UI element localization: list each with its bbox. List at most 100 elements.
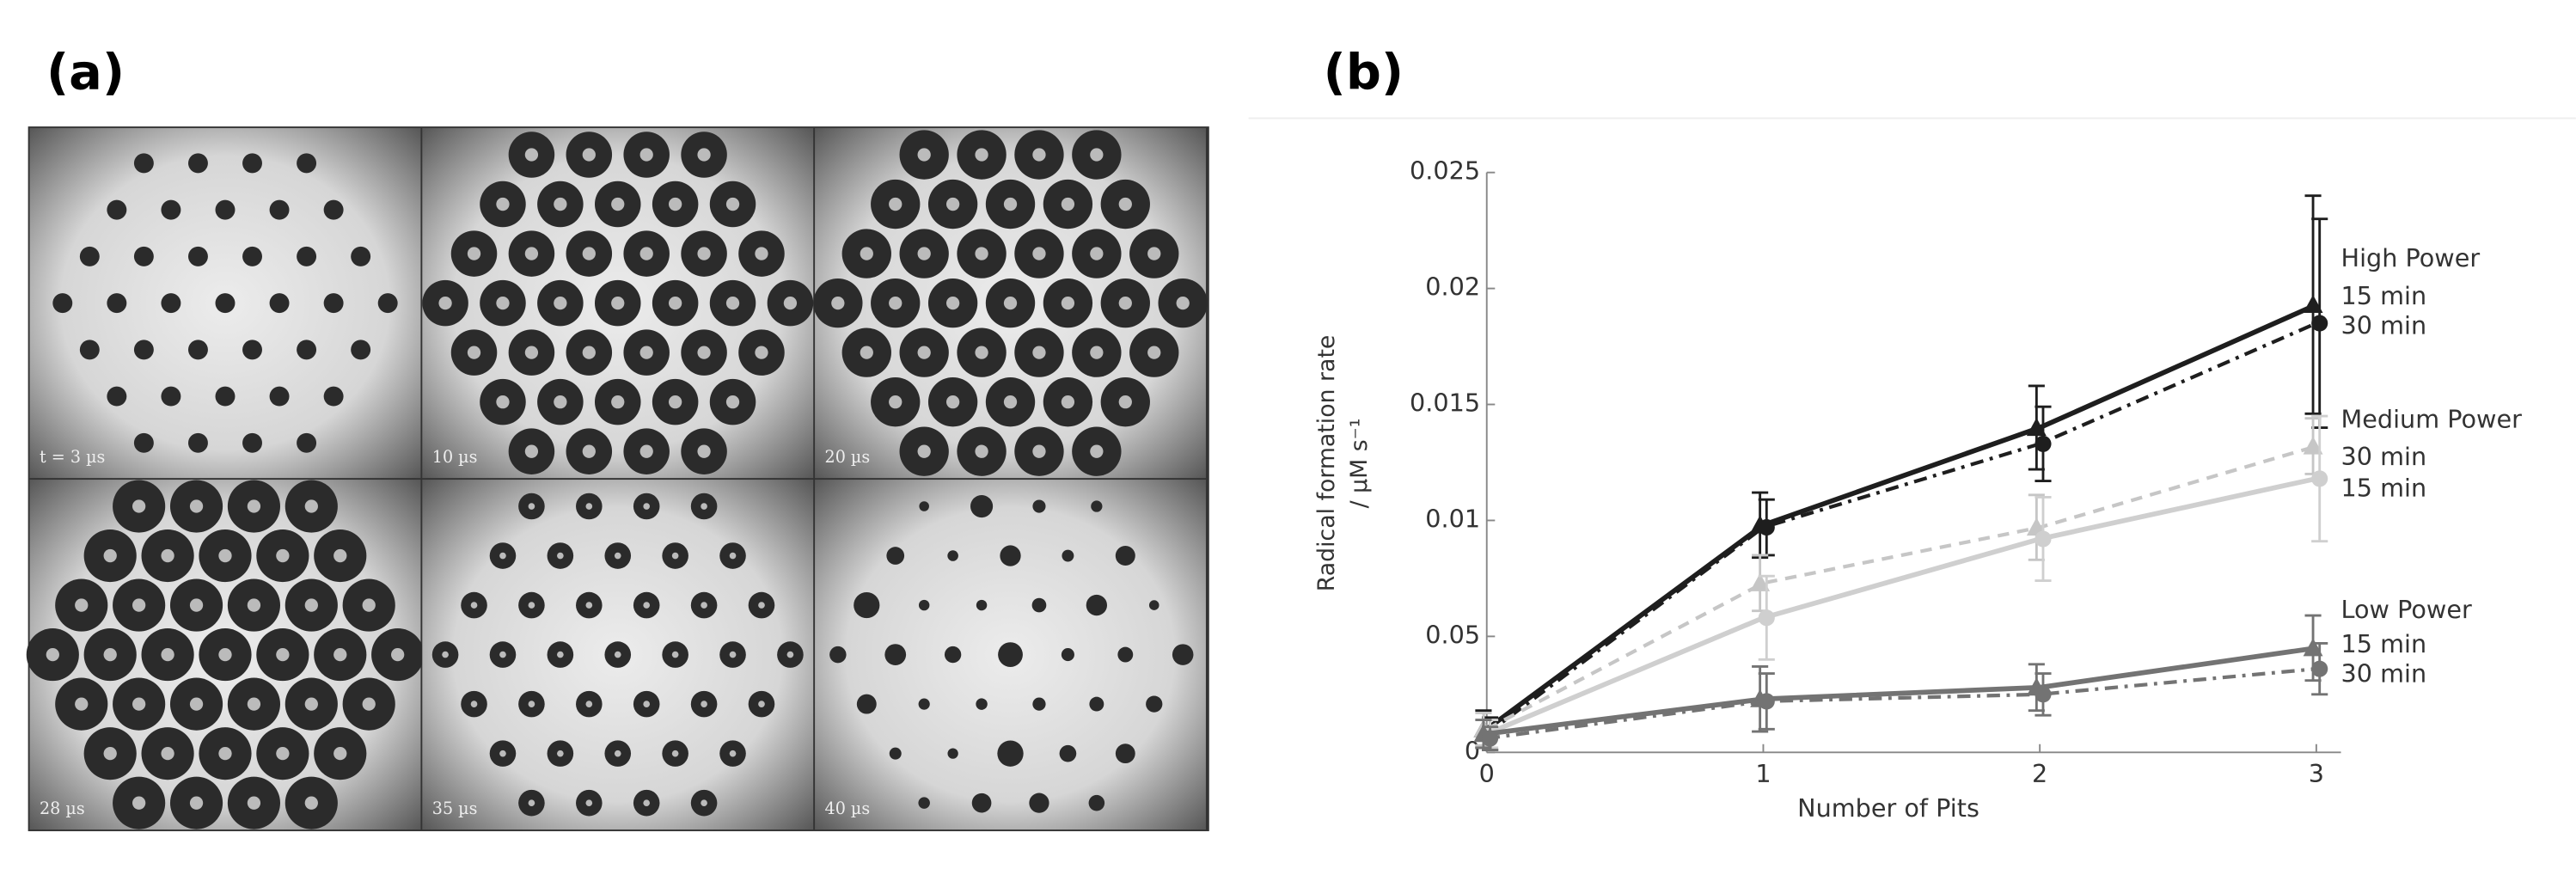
bubble xyxy=(918,797,929,808)
bubble xyxy=(1029,793,1049,813)
bubble-core xyxy=(640,148,653,161)
bubble-core xyxy=(860,247,873,260)
bubble-core xyxy=(611,395,624,408)
y-axis-label: / µM s⁻¹ xyxy=(1346,418,1373,508)
marker xyxy=(1759,519,1775,535)
bubble xyxy=(1032,598,1047,613)
marker xyxy=(2034,686,2051,702)
bubble-core xyxy=(730,652,737,658)
bubble xyxy=(134,247,154,266)
y-axis-label: Radical formation rate xyxy=(1313,335,1340,592)
bubble-core xyxy=(918,346,931,358)
bubble-core xyxy=(471,701,478,707)
bubble xyxy=(134,433,154,453)
bubble-core xyxy=(669,395,682,408)
bubble xyxy=(1062,648,1074,661)
bubble-core xyxy=(529,701,535,707)
bubble-core xyxy=(615,652,621,658)
bubble-core xyxy=(640,346,653,358)
bubble xyxy=(1149,600,1160,610)
bubble xyxy=(134,340,154,359)
bubble xyxy=(1062,550,1074,562)
bubble-core xyxy=(701,799,707,806)
bubble xyxy=(242,153,262,173)
bubble-core xyxy=(975,445,988,458)
group-label: Medium Power xyxy=(2341,404,2523,433)
bubble xyxy=(1146,695,1162,712)
bubble xyxy=(1060,745,1077,762)
y-tick-label: 0.015 xyxy=(1410,389,1480,418)
bubble xyxy=(1032,697,1045,710)
bubble-core xyxy=(1062,395,1074,408)
bubble-core xyxy=(640,247,653,260)
series-label: 30 min xyxy=(2341,442,2427,471)
bubble-core xyxy=(1147,247,1160,260)
bubble-core xyxy=(557,652,564,658)
bubble-core xyxy=(831,297,844,309)
bubble-core xyxy=(1177,297,1190,309)
bubble-core xyxy=(161,747,174,760)
bubble xyxy=(216,387,236,407)
series-line xyxy=(1487,446,2316,729)
marker xyxy=(2034,436,2051,452)
bubble xyxy=(970,495,993,517)
bubble-core xyxy=(276,747,289,760)
bubble-core xyxy=(557,553,564,560)
bubble xyxy=(297,247,316,266)
bubble-core xyxy=(585,799,592,806)
bubble-core xyxy=(499,553,506,560)
bubble-core xyxy=(583,346,596,358)
bubble-core xyxy=(975,247,988,260)
bubble-core xyxy=(554,297,566,309)
bubble-core xyxy=(305,797,318,810)
bubble-core xyxy=(730,750,737,757)
bubble-core xyxy=(946,297,959,309)
series-label: 15 min xyxy=(2341,474,2427,503)
bubble xyxy=(945,646,961,663)
x-axis-label: Number of Pits xyxy=(1797,793,1979,823)
series-label: 15 min xyxy=(2341,629,2427,658)
bubble-core xyxy=(305,598,318,611)
bubble xyxy=(161,387,181,407)
bubble-core xyxy=(585,701,592,707)
bubble-core xyxy=(1032,445,1045,458)
x-tick-label: 2 xyxy=(2032,759,2047,788)
bubble-core xyxy=(643,602,650,609)
bubble xyxy=(270,200,290,220)
bubble-core xyxy=(643,503,650,510)
bubble xyxy=(1172,644,1194,665)
bubble-core xyxy=(585,602,592,609)
bubble-core xyxy=(1062,198,1074,211)
time-label: 40 µs xyxy=(825,799,871,818)
y-tick-label: 0.025 xyxy=(1410,156,1480,186)
bubble-core xyxy=(499,750,506,757)
y-tick-label: 0.02 xyxy=(1425,272,1480,302)
bubble xyxy=(351,247,370,266)
time-label: 20 µs xyxy=(825,447,871,467)
y-tick-label: 0.01 xyxy=(1425,504,1480,533)
bubble-core xyxy=(1090,445,1103,458)
bubble-core xyxy=(611,198,624,211)
bubble-core xyxy=(860,346,873,358)
bubble-core xyxy=(248,797,260,810)
bubble-core xyxy=(1090,247,1103,260)
bubble-core xyxy=(305,697,318,710)
bubble-core xyxy=(391,648,404,661)
bubble-core xyxy=(787,652,794,658)
bubble-core xyxy=(946,198,959,211)
bubble-core xyxy=(672,652,679,658)
x-tick-label: 1 xyxy=(1755,759,1771,788)
bubble-core xyxy=(1004,297,1017,309)
time-label: t = 3 µs xyxy=(40,447,105,467)
plot: 0 0.05 0.01 0.015 0.02 0.025 0 1 2 3 Number of Pit… xyxy=(1313,156,2522,823)
bubble-core xyxy=(190,598,203,611)
bubble-core xyxy=(190,499,203,512)
bubble xyxy=(972,793,992,813)
bubble xyxy=(107,293,126,313)
bubble-core xyxy=(918,148,931,161)
marker xyxy=(2311,470,2328,487)
bubble xyxy=(107,200,126,220)
bubble xyxy=(351,340,370,359)
bubble-core xyxy=(889,297,902,309)
